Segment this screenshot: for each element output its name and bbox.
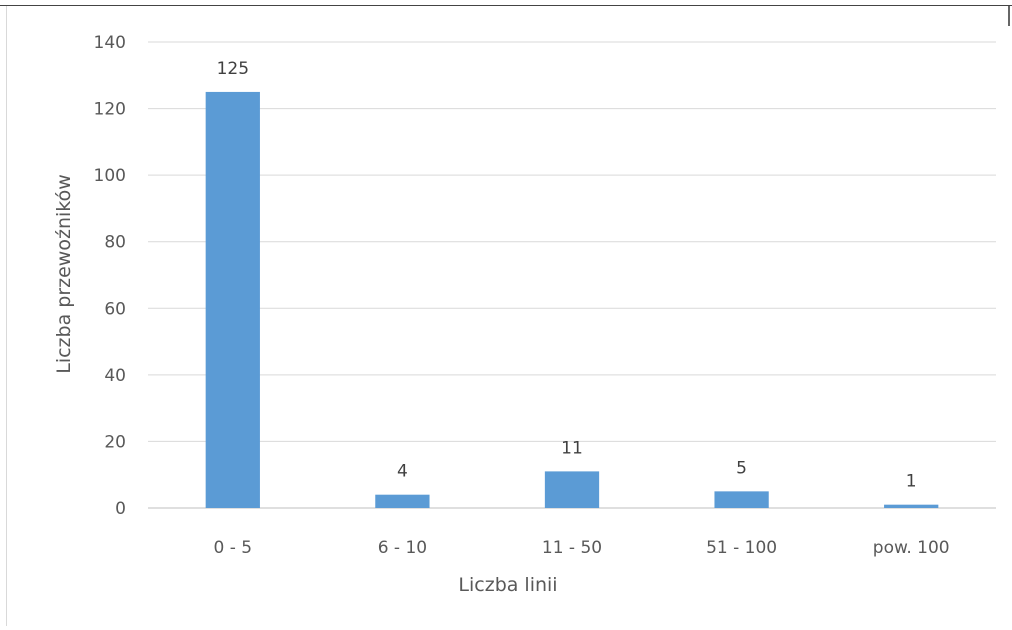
data-label: 5 — [736, 458, 747, 478]
y-tick-label: 60 — [104, 299, 126, 319]
y-tick-label: 40 — [104, 366, 126, 386]
data-label: 125 — [217, 59, 249, 79]
bar — [884, 504, 939, 508]
frame-left-border — [6, 6, 7, 626]
y-tick-label: 100 — [94, 166, 126, 186]
x-axis-categories: 0 - 5 6 - 10 11 - 50 51 - 100 pow. 100 — [214, 538, 950, 558]
data-label: 11 — [561, 438, 583, 458]
data-label: 1 — [906, 472, 917, 492]
bar — [714, 491, 769, 508]
x-axis-title: Liczba linii — [458, 574, 557, 596]
x-category-label: pow. 100 — [873, 538, 950, 558]
gridlines — [148, 41, 996, 509]
y-tick-label: 140 — [94, 33, 126, 53]
x-category-label: 0 - 5 — [214, 538, 253, 558]
y-tick-label: 80 — [104, 233, 126, 253]
bar — [544, 471, 600, 508]
data-label: 4 — [397, 462, 408, 482]
data-labels: 125 4 11 5 1 — [217, 59, 917, 492]
frame-top-border — [0, 5, 1012, 6]
frame-right-border — [1008, 6, 1010, 26]
bar — [205, 91, 260, 508]
y-tick-label: 120 — [94, 100, 126, 120]
y-axis-title: Liczba przewoźników — [53, 174, 75, 374]
y-axis-ticks: 0 20 40 60 80 100 120 140 — [94, 33, 126, 519]
x-category-label: 6 - 10 — [378, 538, 427, 558]
bar — [375, 494, 430, 508]
y-tick-label: 0 — [115, 499, 126, 519]
x-category-label: 51 - 100 — [706, 538, 777, 558]
bars — [205, 91, 939, 508]
y-tick-label: 20 — [104, 432, 126, 452]
x-category-label: 11 - 50 — [542, 538, 602, 558]
